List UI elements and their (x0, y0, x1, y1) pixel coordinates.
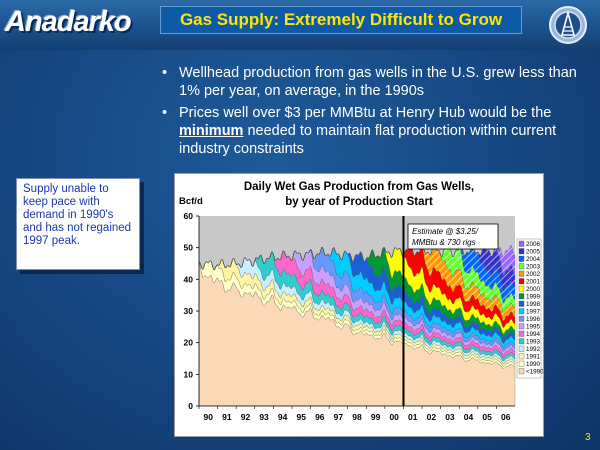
page-number: 3 (585, 432, 591, 443)
legend-swatch-1994 (518, 330, 525, 337)
legend-swatch-2006 (518, 240, 525, 247)
legend-label-1993: 1993 (526, 339, 541, 346)
estimate-label-box (407, 223, 499, 250)
y-tick-label: 30 (184, 306, 194, 316)
x-tick-label: 90 (204, 412, 214, 422)
legend-label-1999: 1999 (526, 294, 541, 301)
legend-swatch-2003 (518, 263, 525, 270)
legend-swatch-1999 (518, 293, 525, 300)
x-tick-label: 94 (278, 412, 288, 422)
legend-swatch-1991 (518, 353, 525, 360)
bullet-text: needed to maintain flat production withi… (179, 123, 557, 157)
header-banner: Anadarko Gas Supply: Extremely Difficult… (0, 0, 600, 50)
legend-label-2006: 2006 (526, 241, 541, 248)
chart-title-line1: Daily Wet Gas Production from Gas Wells, (244, 181, 474, 193)
x-tick-label: 93 (259, 412, 269, 422)
estimate-label-line1: Estimate @ $3.25/ (412, 227, 479, 236)
legend-swatch-1997 (518, 308, 525, 315)
estimate-label-line2: MMBtu & 730 rigs (412, 238, 476, 247)
legend-label-1990: 1990 (526, 361, 541, 368)
x-tick-label: 92 (241, 412, 251, 422)
legend-swatch-2001 (518, 278, 525, 285)
legend-label-2003: 2003 (526, 264, 541, 271)
x-tick-label: 99 (371, 412, 381, 422)
legend-swatch-1996 (518, 315, 525, 322)
y-tick-label: 20 (184, 338, 194, 348)
callout-text: Supply unable to keep pace with demand i… (23, 183, 132, 247)
y-tick-label: 0 (188, 401, 193, 411)
legend-label-1991: 1991 (526, 354, 541, 361)
x-tick-label: 97 (334, 412, 344, 422)
legend-swatch-2004 (518, 255, 525, 262)
y-tick-label: 50 (184, 243, 194, 253)
legend-label-1997: 1997 (526, 309, 541, 316)
x-tick-label: 01 (408, 412, 418, 422)
production-chart: Daily Wet Gas Production from Gas Wells,… (174, 173, 544, 437)
legend-label-1998: 1998 (526, 301, 541, 308)
bullet-list: • Wellhead production from gas wells in t… (160, 64, 580, 162)
legend-label-2004: 2004 (526, 256, 541, 263)
legend-swatch-2005 (518, 248, 525, 255)
legend-swatch-1992 (518, 345, 525, 352)
x-tick-label: 98 (352, 412, 362, 422)
chart-svg: Daily Wet Gas Production from Gas Wells,… (179, 181, 544, 422)
x-tick-label: 02 (427, 412, 437, 422)
legend-label-2000: 2000 (526, 286, 541, 293)
bullet-item: • Wellhead production from gas wells in t… (162, 65, 577, 99)
x-tick-label: 06 (501, 412, 511, 422)
x-tick-label: 95 (297, 412, 307, 422)
legend-swatch-<1990 (518, 368, 525, 375)
legend-swatch-1998 (518, 300, 525, 307)
chart-title-line2: by year of Production Start (285, 196, 433, 208)
area-hatch-2002 (199, 244, 515, 321)
legend-swatch-1995 (518, 323, 525, 330)
legend-label-<1990: <1990 (526, 369, 543, 376)
bullet-text: Prices well over $3 per MMBtu at Henry H… (179, 105, 552, 121)
bullet-item: • Prices well over $3 per MMBtu at Henry … (162, 105, 557, 157)
x-tick-label: 03 (445, 412, 455, 422)
x-tick-label: 04 (464, 412, 474, 422)
x-tick-label: 05 (482, 412, 492, 422)
y-tick-label: 60 (184, 211, 194, 221)
bullet-emphasis: minimum (179, 123, 244, 139)
legend-label-2001: 2001 (526, 279, 541, 286)
legend-label-2005: 2005 (526, 249, 541, 256)
y-tick-label: 40 (184, 274, 194, 284)
legend-swatch-2002 (518, 270, 525, 277)
derrick-emblem-icon (549, 6, 587, 44)
legend-label-1992: 1992 (526, 346, 541, 353)
legend-swatch-1990 (518, 360, 525, 367)
anadarko-logo: Anadarko (5, 6, 132, 38)
slide-title: Gas Supply: Extremely Difficult to Grow (160, 6, 522, 34)
legend-label-1995: 1995 (526, 324, 541, 331)
x-tick-label: 00 (389, 412, 399, 422)
legend-label-2002: 2002 (526, 271, 541, 278)
callout-box: Supply unable to keep pace with demand i… (16, 178, 140, 270)
x-tick-label: 91 (222, 412, 232, 422)
legend-label-1996: 1996 (526, 316, 541, 323)
bullet-text: Wellhead production from gas wells in th… (179, 65, 577, 99)
legend-label-1994: 1994 (526, 331, 541, 338)
y-axis-label: Bcf/d (179, 196, 203, 207)
x-tick-label: 96 (315, 412, 325, 422)
legend-swatch-2000 (518, 285, 525, 292)
y-tick-label: 10 (184, 369, 194, 379)
legend-swatch-1993 (518, 338, 525, 345)
